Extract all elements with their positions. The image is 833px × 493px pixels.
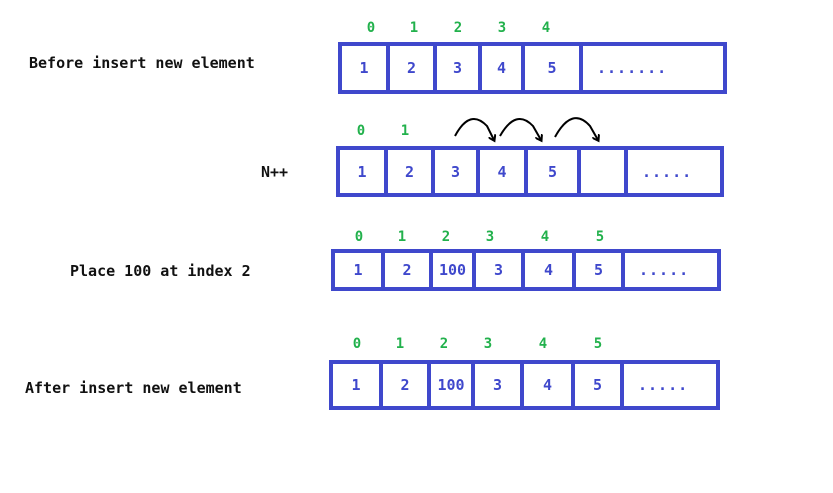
array-cell-ellipsis: ....... — [597, 59, 668, 77]
array-after: 1 2 100 3 4 5 ..... — [329, 360, 720, 410]
array-cell: 5 — [575, 364, 624, 406]
index-label: 1 — [397, 229, 407, 245]
index-label: 2 — [441, 229, 451, 245]
index-label: 1 — [409, 20, 419, 36]
index-label: 3 — [483, 336, 493, 352]
array-place: 1 2 100 3 4 5 ..... — [331, 249, 721, 291]
array-cell: 3 — [476, 253, 525, 287]
index-label: 3 — [485, 229, 495, 245]
array-cell-ellipsis: ..... — [638, 376, 689, 394]
index-label: 4 — [538, 336, 548, 352]
index-label: 4 — [540, 229, 550, 245]
index-label: 0 — [352, 336, 362, 352]
index-label: 0 — [366, 20, 376, 36]
index-label: 2 — [453, 20, 463, 36]
array-cell: 4 — [480, 150, 528, 193]
array-cell: 2 — [383, 364, 431, 406]
array-increment: 1 2 3 4 5 ..... — [336, 146, 724, 197]
array-cell: 4 — [482, 46, 525, 90]
index-label: 5 — [593, 336, 603, 352]
index-label: 0 — [354, 229, 364, 245]
array-before: 1 2 3 4 5 ....... — [338, 42, 727, 94]
array-cell: 5 — [576, 253, 625, 287]
shift-arrow — [499, 117, 541, 140]
array-cell: 2 — [388, 150, 435, 193]
index-label: 2 — [439, 336, 449, 352]
index-label: 1 — [395, 336, 405, 352]
row-label-before: Before insert new element — [29, 54, 255, 72]
array-cell: 1 — [340, 150, 388, 193]
row-label-increment: N++ — [261, 163, 289, 181]
array-cell: 2 — [390, 46, 437, 90]
array-cell: 3 — [475, 364, 524, 406]
array-cell-inserted: 100 — [431, 364, 475, 406]
array-cell-inserted: 100 — [433, 253, 476, 287]
array-cell-ellipsis: ..... — [639, 261, 690, 279]
row-label-after: After insert new element — [25, 379, 242, 397]
index-label: 3 — [497, 20, 507, 36]
array-cell: 3 — [435, 150, 480, 193]
array-cell: 2 — [385, 253, 433, 287]
array-cell-empty — [581, 150, 628, 193]
row-label-place: Place 100 at index 2 — [70, 262, 251, 280]
array-cell: 1 — [342, 46, 390, 90]
index-label: 5 — [595, 229, 605, 245]
array-cell: 1 — [335, 253, 385, 287]
index-label: 0 — [356, 123, 366, 139]
array-cell: 3 — [437, 46, 482, 90]
shift-arrow — [554, 117, 598, 140]
array-cell: 1 — [333, 364, 383, 406]
shift-arrow — [454, 117, 494, 140]
array-cell-ellipsis: ..... — [642, 162, 693, 181]
array-cell: 5 — [528, 150, 581, 193]
index-label: 4 — [541, 20, 551, 36]
array-cell: 5 — [525, 46, 583, 90]
array-cell: 4 — [524, 364, 575, 406]
index-label: 1 — [400, 123, 410, 139]
array-cell: 4 — [525, 253, 576, 287]
